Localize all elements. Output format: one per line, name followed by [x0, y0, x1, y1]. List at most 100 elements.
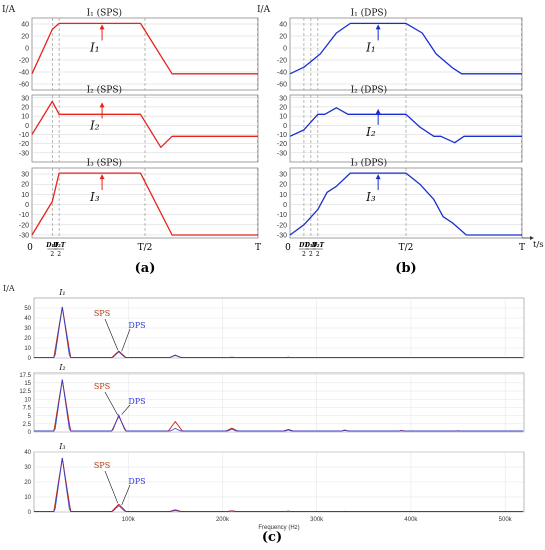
- y-tick-label: -60: [19, 82, 29, 89]
- series-line-a-3: [31, 172, 258, 236]
- panel-b-2: 30 20 10 0 -10 -20 -30 I₂ (DPS) I₂: [277, 85, 523, 163]
- x-axis-arrowhead: [530, 236, 534, 240]
- panel-title: I₁ (SPS): [87, 8, 122, 19]
- panel-a-3: 30 20 10 0 -10 -20 -30 I₃ (SPS) I₃: [19, 158, 259, 239]
- x-tick-label: 0: [285, 243, 291, 253]
- series-line-b-1: [289, 22, 522, 75]
- series-line-a-2: [31, 100, 258, 148]
- x-tick-label: 300k: [310, 517, 324, 523]
- dps-label: DPS: [128, 321, 145, 330]
- y-tick-label: -30: [277, 150, 287, 157]
- x-tick-label: T/2: [138, 243, 153, 253]
- dps-label: DPS: [128, 477, 145, 486]
- annotation-label: I₂: [89, 118, 100, 132]
- annotation-label: I₃: [365, 190, 376, 204]
- y-tick-label: -20: [277, 222, 287, 229]
- caption: (c): [262, 530, 282, 545]
- sps-pointer: [104, 318, 119, 351]
- y-tick-label: 2.5: [23, 422, 32, 428]
- spectrum-panel-1: 0 10 20 30 40 50 I₁ SPS DPS: [24, 288, 525, 362]
- y-tick-label: 20: [24, 336, 31, 342]
- x-tick-label: 500k: [499, 517, 513, 523]
- annotation-arrowhead: [99, 24, 105, 30]
- panel-b-1: 40 20 0 -20 -40 -60 I₁ (DPS) I₁: [277, 8, 523, 91]
- y-tick-label: 20: [21, 182, 29, 189]
- phase-label-denominator: 2: [316, 251, 320, 258]
- y-tick-label: 30: [279, 95, 287, 102]
- y-tick-label: -10: [277, 132, 287, 139]
- y-tick-label: 17.5: [19, 373, 31, 379]
- phase-label-denominator: 2: [50, 251, 54, 258]
- dps-pointer: [121, 328, 131, 352]
- y-tick-label: 5: [28, 414, 32, 420]
- y-tick-label: -30: [277, 232, 287, 239]
- x-axis-unit: t/s: [533, 240, 544, 250]
- panel-b-3: 30 20 10 0 -10 -20 -30 I₃ (DPS) I₃: [277, 158, 523, 239]
- x-tick-label: T/2: [399, 243, 414, 253]
- annotation-arrowhead: [375, 108, 381, 114]
- y-tick-label: 30: [21, 95, 29, 102]
- y-tick-label: -60: [277, 82, 287, 89]
- y-tick-label: 20: [279, 182, 287, 189]
- y-tick-label: 0: [28, 510, 32, 516]
- y-tick-label: 0: [25, 46, 29, 53]
- y-tick-label: 50: [24, 306, 31, 312]
- y-tick-label: 20: [24, 480, 31, 486]
- spectrum-panel-2: 0 2.5 5 7.5 10 12.5 15 17.5 I₂ SPS DPS: [19, 363, 525, 436]
- y-tick-label: -10: [19, 212, 29, 219]
- caption: (a): [135, 261, 156, 276]
- y-tick-label: 10: [21, 192, 29, 199]
- dps-pointer: [121, 484, 131, 506]
- y-tick-label: 7.5: [23, 406, 32, 412]
- phase-label-numerator: D₂T: [311, 242, 325, 249]
- series-line-a-1: [31, 22, 258, 75]
- y-tick-label: 15: [24, 381, 31, 387]
- y-tick-label: -30: [19, 150, 29, 157]
- x-axis-label: Frequency (Hz): [258, 525, 299, 531]
- phase-label-denominator: 2: [309, 251, 313, 258]
- x-tick-label: 100k: [122, 517, 136, 523]
- spectrum-panel-3: 0 10 20 30 40 I₃ SPS DPS: [24, 442, 525, 516]
- panel-a-1: 40 20 0 -20 -40 -60 I₁ (SPS) I₁: [19, 8, 259, 91]
- panel-title: I₃ (DPS): [351, 158, 387, 169]
- series-dps-3: [34, 457, 524, 512]
- y-tick-label: 0: [25, 123, 29, 130]
- y-tick-label: -20: [19, 58, 29, 65]
- phase-label-numerator: DT: [298, 242, 309, 249]
- y-tick-label: 10: [24, 495, 31, 501]
- y-tick-label: -20: [277, 58, 287, 65]
- y-tick-label: 10: [21, 114, 29, 121]
- sps-label: SPS: [94, 382, 110, 391]
- dps-label: DPS: [128, 397, 145, 406]
- y-axis-unit: I/A: [2, 5, 16, 15]
- y-tick-label: 10: [24, 346, 31, 352]
- x-tick-label: 0: [27, 243, 33, 253]
- annotation-arrowhead: [375, 174, 381, 180]
- panel-a-2: 30 20 10 0 -10 -20 -30 I₂ (SPS) I₂: [19, 85, 259, 163]
- sps-pointer: [104, 391, 119, 416]
- series-line-b-3: [289, 172, 522, 236]
- y-tick-label: -40: [277, 70, 287, 77]
- y-tick-label: 0: [283, 123, 287, 130]
- y-tick-label: 12.5: [19, 389, 31, 395]
- y-tick-label: 30: [21, 172, 29, 179]
- y-tick-label: -40: [19, 70, 29, 77]
- y-tick-label: 0: [28, 430, 32, 436]
- y-tick-label: 20: [279, 34, 287, 41]
- x-tick-label: T: [519, 243, 525, 253]
- y-tick-label: 0: [25, 202, 29, 209]
- y-tick-label: 30: [24, 465, 31, 471]
- annotation-arrowhead: [375, 24, 381, 30]
- y-axis-unit: I/A: [3, 284, 15, 293]
- y-axis-unit: I/A: [257, 5, 271, 15]
- y-tick-label: 40: [24, 316, 31, 322]
- x-tick-label: 200k: [216, 517, 230, 523]
- panel-title: I₃ (SPS): [87, 158, 122, 169]
- chart-c: I/A 0 10 20 30 40 50 I₁ SPS DPS 0 2.5 5 7.5 10 12.5 15 17…: [3, 284, 525, 545]
- x-tick-label: T: [255, 243, 261, 253]
- series-dps-2: [34, 379, 524, 432]
- caption: (b): [395, 261, 416, 276]
